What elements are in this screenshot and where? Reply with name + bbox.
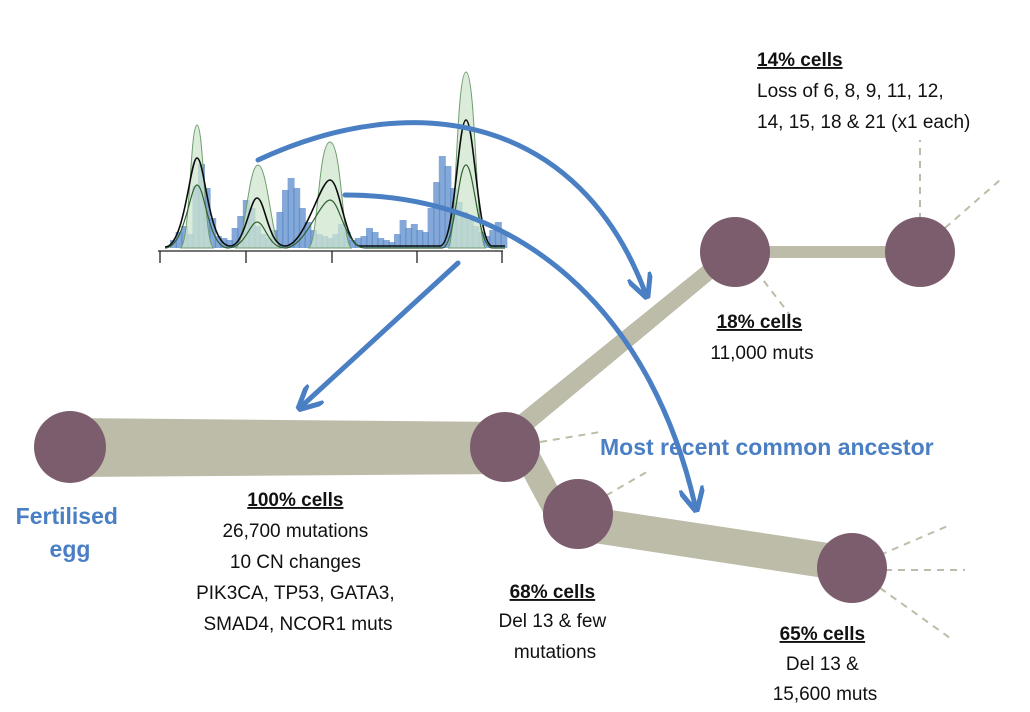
histogram-bar xyxy=(304,222,312,248)
histogram-bar xyxy=(500,234,508,248)
histogram-bar xyxy=(405,228,413,248)
branch-to-65 xyxy=(574,505,855,582)
fertilised-egg-label: Fertilised egg xyxy=(16,503,125,562)
nodes xyxy=(34,217,955,603)
histogram-bar xyxy=(399,220,407,248)
density-curve-secondary xyxy=(164,164,505,249)
histogram-bar xyxy=(489,230,497,248)
dashed-branch xyxy=(879,524,951,556)
solid-branches xyxy=(70,240,920,582)
histogram-bar xyxy=(287,178,295,248)
dashed-branch xyxy=(594,469,651,503)
histogram-bar xyxy=(276,212,284,248)
histogram-bar xyxy=(388,242,396,248)
histogram-bar xyxy=(282,190,289,248)
histogram-bar xyxy=(427,208,435,248)
branch-to-14 xyxy=(735,246,920,258)
node-mrca xyxy=(470,412,540,482)
dashed-branch xyxy=(944,179,1001,229)
node-18-percent xyxy=(700,217,770,287)
arrow-to-65-percent-node xyxy=(342,192,695,505)
histogram-bar xyxy=(298,208,306,248)
histogram-bar xyxy=(433,182,441,248)
histogram-bar xyxy=(360,236,368,248)
dashed-branch xyxy=(879,587,951,639)
node-14-annotation: 14% cells Loss of 6, 8, 9, 11, 12, 14, 1… xyxy=(757,50,970,133)
branch-to-18 xyxy=(500,240,745,446)
peak-fill xyxy=(307,141,353,249)
histogram-bar xyxy=(175,232,183,248)
node-14-percent xyxy=(885,217,955,287)
histogram-bar xyxy=(231,228,239,248)
histogram-bar xyxy=(349,240,357,248)
histogram-bar xyxy=(354,238,362,248)
histogram-bar xyxy=(494,222,502,248)
histogram-bar xyxy=(377,238,385,248)
histogram-bar xyxy=(438,156,446,248)
trunk-annotation: 100% cells 26,700 mutations 10 CN change… xyxy=(196,490,400,635)
histogram-bar xyxy=(422,232,429,248)
histogram-bar xyxy=(226,240,233,248)
arrows xyxy=(255,120,695,505)
arrow-to-18-percent-node xyxy=(255,120,645,292)
histogram-bar xyxy=(382,240,390,248)
node-68-percent xyxy=(543,479,613,549)
histogram-bar xyxy=(293,188,301,248)
histogram-bar xyxy=(371,232,379,248)
peak-fill xyxy=(179,124,215,249)
histogram-bar xyxy=(366,228,373,248)
vaf-histogram xyxy=(158,71,508,263)
node-68-annotation: 68% cells Del 13 & few mutations xyxy=(498,582,611,663)
histogram-bar xyxy=(410,224,418,248)
histogram-bar xyxy=(209,218,217,248)
node-fertilised-egg xyxy=(34,411,106,483)
histogram-ticks xyxy=(159,251,503,263)
density-curve xyxy=(164,119,505,248)
arrow-to-trunk xyxy=(303,260,461,405)
histogram-bar xyxy=(416,230,424,248)
trunk-branch xyxy=(70,418,505,477)
node-18-annotation: 18% cells 11,000 muts xyxy=(710,312,813,364)
mrca-label: Most recent common ancestor xyxy=(600,434,934,460)
histogram-bar xyxy=(394,234,401,248)
node-65-percent xyxy=(817,533,887,603)
histogram-bar xyxy=(237,216,245,248)
dashed-branch xyxy=(539,431,601,443)
node-65-annotation: 65% cells Del 13 & 15,600 muts xyxy=(773,624,878,705)
